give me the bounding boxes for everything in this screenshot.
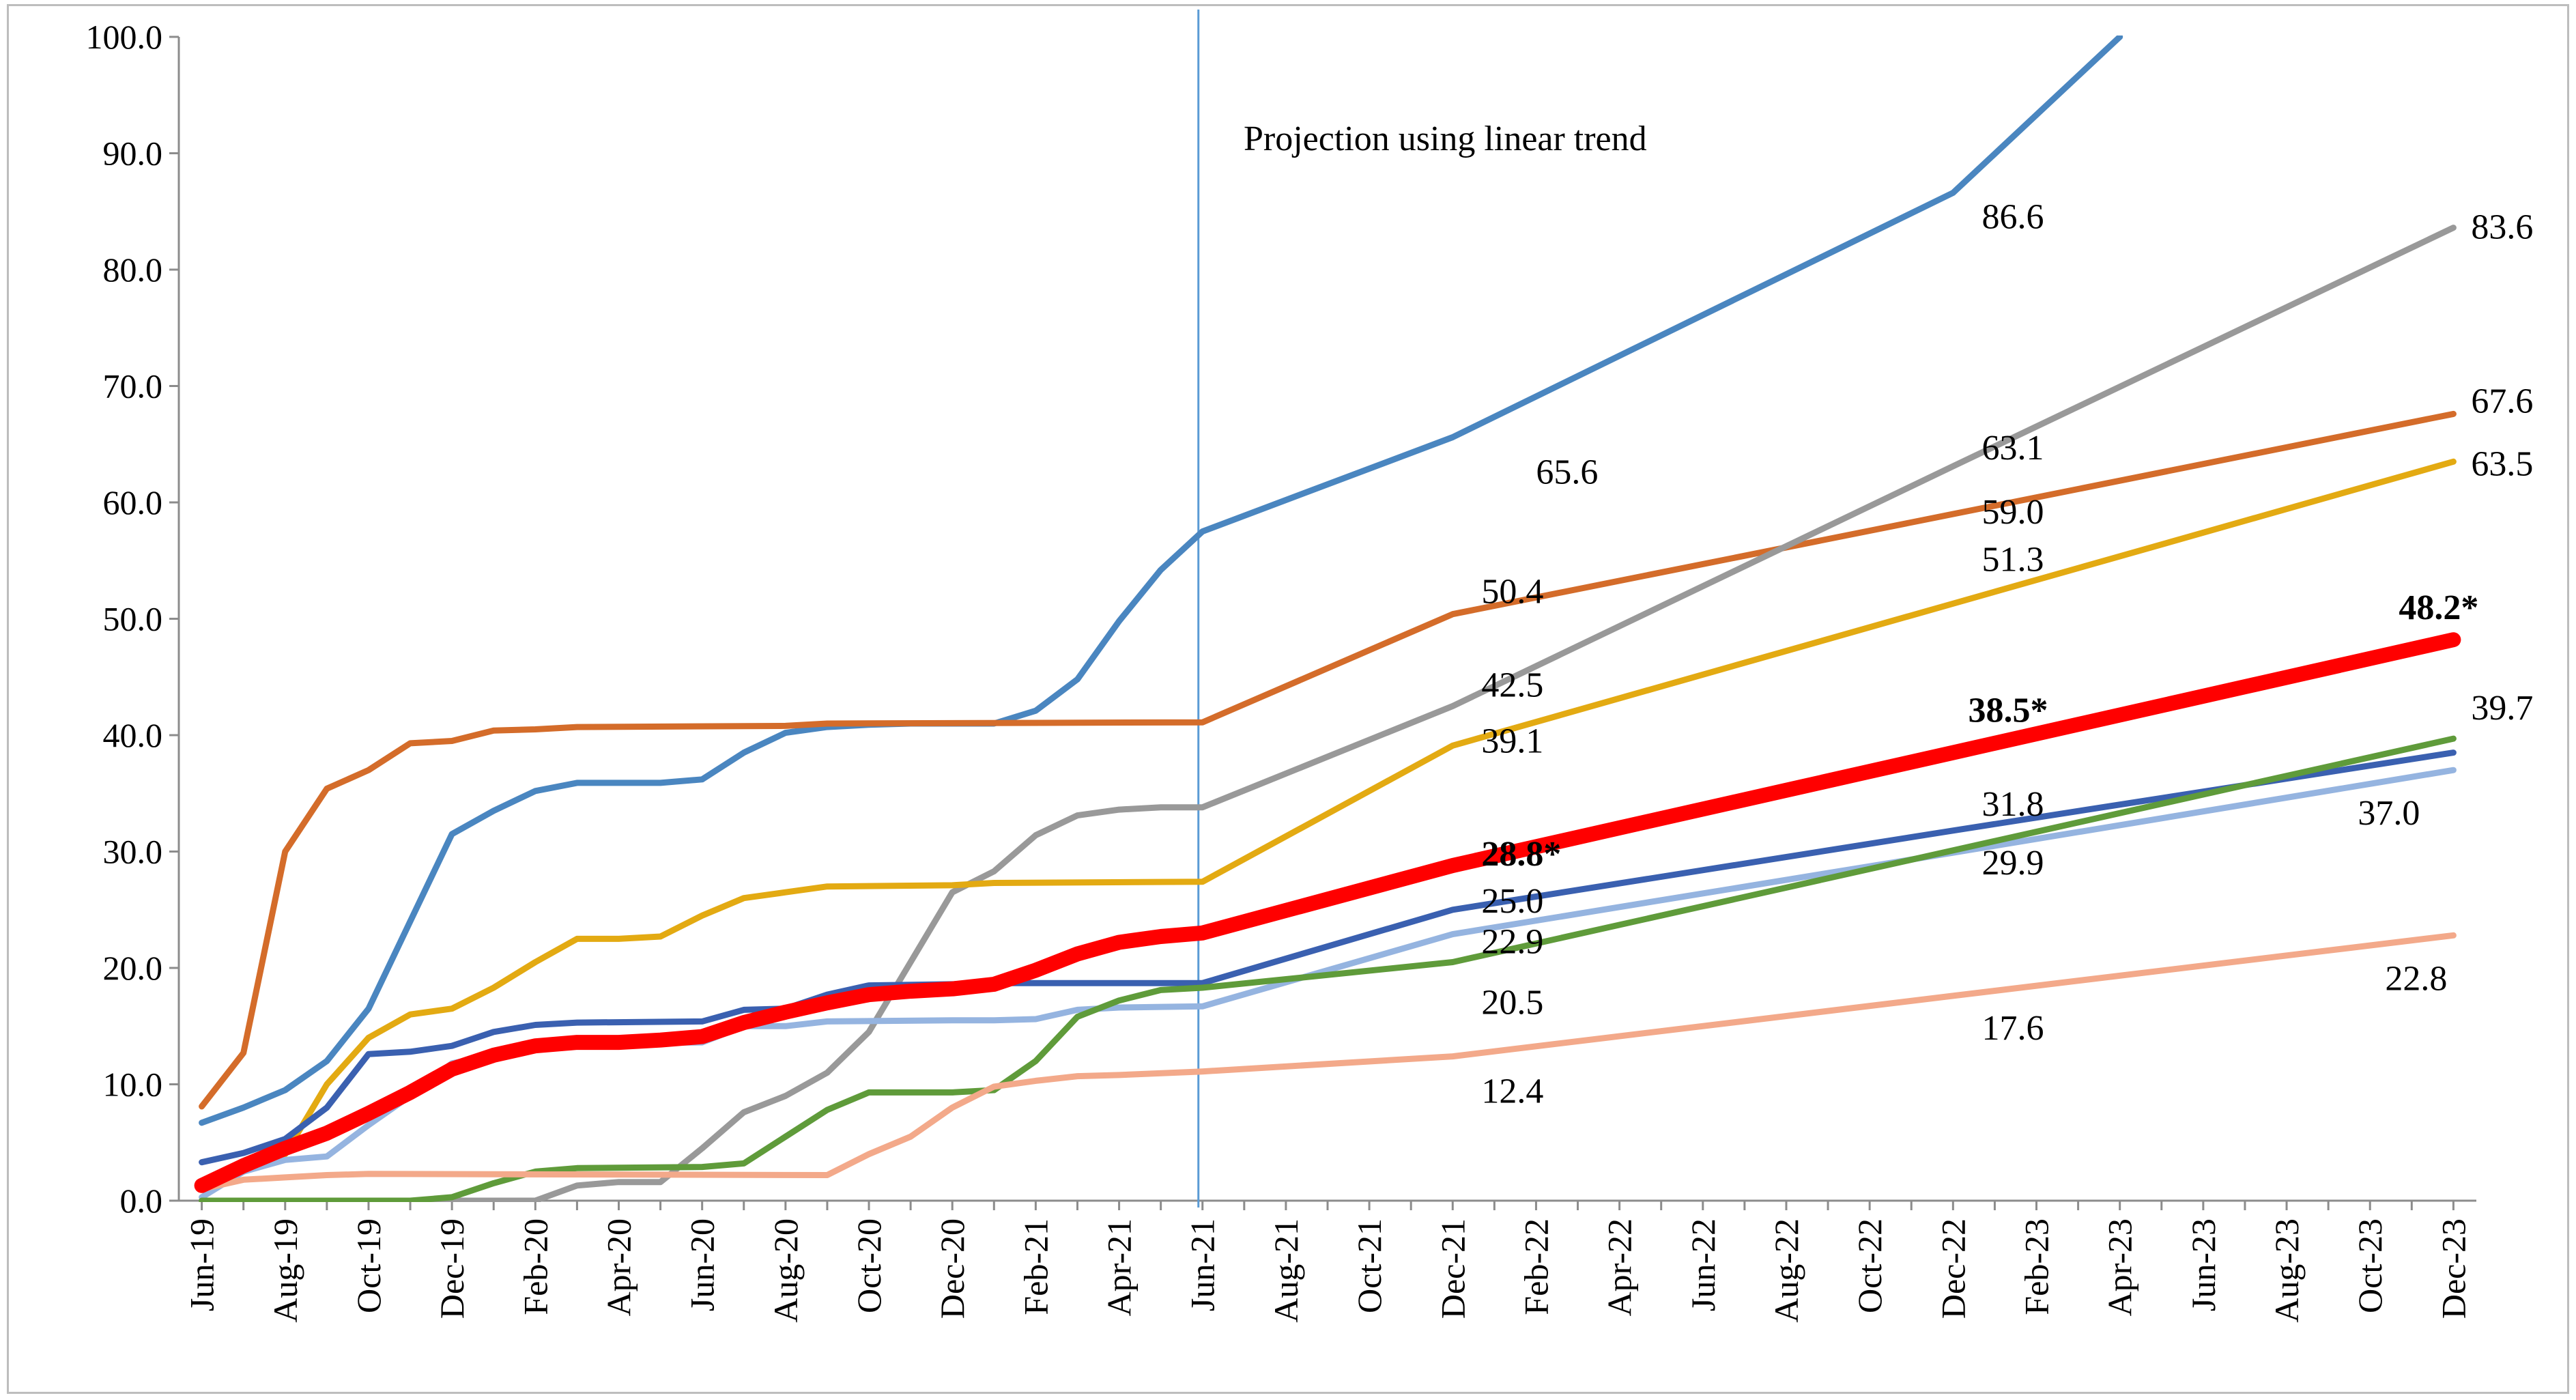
x-tick-label: Apr-22	[1601, 1218, 1639, 1316]
chart-frame	[7, 4, 2569, 1394]
x-tick-label: Jun-19	[183, 1218, 221, 1311]
value-annotation: 59.0	[1982, 493, 2044, 532]
x-tick-label: Feb-21	[1016, 1218, 1055, 1315]
value-annotation: 51.3	[1982, 540, 2044, 579]
x-tick-label: Dec-21	[1433, 1218, 1472, 1319]
x-tick-label: Jun-22	[1684, 1218, 1722, 1311]
projection-label: Projection using linear trend	[1244, 119, 1647, 158]
value-annotation: 25.0	[1481, 882, 1543, 921]
x-tick-label: Oct-23	[2351, 1218, 2389, 1313]
y-tick-label: 80.0	[103, 251, 163, 289]
value-annotation: 67.6	[2471, 382, 2533, 420]
value-annotation: 63.1	[1982, 429, 2044, 468]
y-tick-label: 60.0	[103, 483, 163, 522]
value-annotation: 17.6	[1982, 1009, 2044, 1048]
x-tick-label: Aug-19	[266, 1218, 304, 1323]
y-tick-label: 70.0	[103, 367, 163, 405]
series-line-6	[199, 767, 2457, 1201]
series-line-9	[194, 632, 2461, 1193]
series-lines	[194, 35, 2461, 1202]
x-tick-label: Jun-23	[2184, 1218, 2222, 1311]
value-annotation: 50.4	[1481, 573, 1543, 612]
y-tick-label: 50.0	[103, 600, 163, 638]
y-tick-label: 100.0	[86, 18, 163, 56]
y-tick-label: 40.0	[103, 716, 163, 754]
x-tick-label: Feb-20	[516, 1218, 554, 1315]
value-annotation: 65.6	[1536, 453, 1598, 492]
value-annotation: 29.9	[1982, 844, 2044, 883]
y-tick-label: 90.0	[103, 134, 163, 173]
x-tick-label: Dec-20	[933, 1218, 971, 1319]
value-annotations: 65.6 86.6 83.6 63.1 67.6 59.0 63.5 50.4 51.3 42.5…	[1481, 198, 2533, 1111]
value-annotation: 83.6	[2471, 208, 2533, 247]
x-tick-label: Jun-21	[1184, 1218, 1222, 1311]
value-annotation: 86.6	[1982, 198, 2044, 237]
value-annotation: 12.4	[1481, 1072, 1543, 1111]
x-tick-label: Apr-21	[1100, 1218, 1139, 1316]
value-annotation: 22.9	[1481, 923, 1543, 962]
x-tick-label: Apr-20	[599, 1218, 638, 1316]
series-line-7	[199, 735, 2457, 1202]
x-tick-label: Feb-23	[2018, 1218, 2056, 1315]
x-tick-label: Aug-20	[767, 1218, 805, 1323]
y-tick-label: 10.0	[103, 1066, 163, 1104]
series-line-5	[199, 749, 2457, 1166]
series-line-8	[199, 932, 2457, 1192]
y-tick-label: 0.0	[120, 1182, 163, 1220]
value-annotation: 42.5	[1481, 666, 1543, 704]
value-annotation: 38.5*	[1969, 691, 2048, 730]
projection-marker: Projection using linear trend	[1197, 10, 1647, 1208]
x-tick-label: Aug-22	[1767, 1218, 1805, 1323]
x-tick-label: Dec-23	[2434, 1218, 2472, 1319]
x-tick-label: Aug-21	[1267, 1218, 1305, 1323]
x-tick-label: Feb-22	[1517, 1218, 1555, 1315]
x-tick-label: Oct-21	[1350, 1218, 1388, 1313]
x-tick-label: Jun-20	[683, 1218, 721, 1311]
x-tick-label: Apr-23	[2101, 1218, 2139, 1316]
x-tick-label: Aug-23	[2267, 1218, 2306, 1323]
x-tick-label: Oct-20	[850, 1218, 888, 1313]
value-annotation: 48.2*	[2399, 588, 2478, 627]
y-tick-label: 30.0	[103, 833, 163, 871]
value-annotation: 20.5	[1481, 984, 1543, 1023]
value-annotation: 22.8	[2385, 959, 2447, 998]
series-line-2	[199, 410, 2457, 1110]
axes: 0.0 10.0 20.0 30.0 40.0 50.0 60.0 70.0 80.0 90.0 1…	[86, 18, 2476, 1323]
y-tick-label: 20.0	[103, 949, 163, 987]
series-line-4	[199, 458, 2457, 1192]
x-tick-label: Oct-19	[349, 1218, 388, 1313]
value-annotation: 28.8*	[1481, 835, 1561, 874]
value-annotation: 39.1	[1481, 722, 1543, 760]
x-tick-label: Oct-22	[1850, 1218, 1889, 1313]
value-annotation: 39.7	[2471, 689, 2533, 728]
series-line-1	[199, 35, 2123, 1126]
value-annotation: 31.8	[1982, 785, 2044, 824]
series-line-3	[199, 225, 2457, 1202]
x-tick-label: Dec-22	[1934, 1218, 1972, 1319]
x-tick-label: Dec-19	[433, 1218, 471, 1319]
value-annotation: 37.0	[2358, 794, 2420, 833]
value-annotation: 63.5	[2471, 444, 2533, 483]
